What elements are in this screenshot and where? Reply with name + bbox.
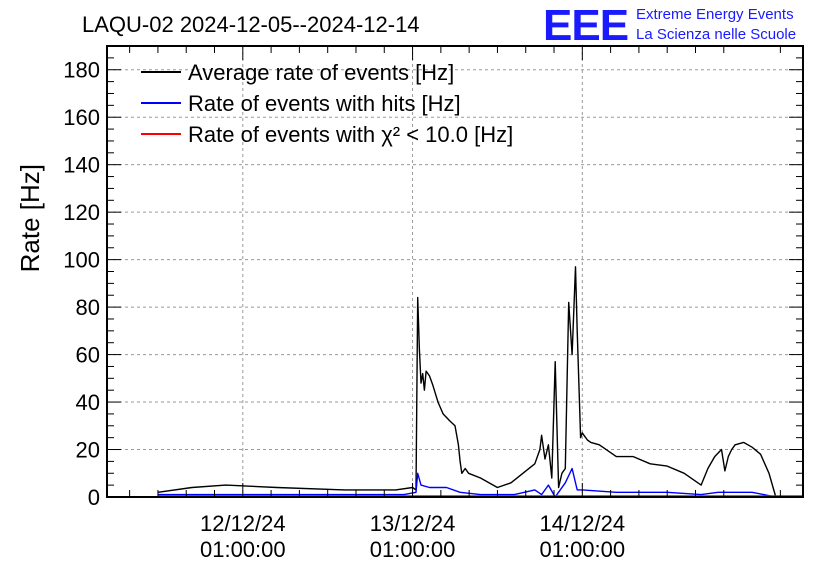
y-tick-label: 80 <box>76 295 100 320</box>
y-tick-label: 160 <box>63 105 100 130</box>
legend-label-1: Average rate of events [Hz] <box>188 60 454 85</box>
series-line-2 <box>157 467 776 498</box>
x-tick-label-date: 13/12/24 <box>370 511 456 536</box>
y-ticks: 0 20 40 60 80 100 120 140 160 180 <box>63 57 803 510</box>
legend: Average rate of events [Hz] Rate of event… <box>141 60 513 147</box>
legend-label-2: Rate of events with hits [Hz] <box>188 91 461 116</box>
y-tick-label: 40 <box>76 390 100 415</box>
y-tick-label: 100 <box>63 248 100 273</box>
series-group <box>157 266 803 498</box>
x-tick-label-time: 01:00:00 <box>200 537 286 562</box>
eee-logo-mark: EEE <box>543 1 628 50</box>
grid <box>107 46 803 497</box>
x-tick-label-date: 14/12/24 <box>539 511 625 536</box>
x-tick-label-time: 01:00:00 <box>370 537 456 562</box>
chart-title: LAQU-02 2024-12-05--2024-12-14 <box>82 12 420 37</box>
y-tick-label: 60 <box>76 343 100 368</box>
legend-label-3: Rate of events with χ² < 10.0 [Hz] <box>188 122 513 147</box>
y-tick-label: 20 <box>76 438 100 463</box>
y-tick-label: 0 <box>88 485 100 510</box>
y-tick-label: 180 <box>63 58 100 83</box>
y-axis-title: Rate [Hz] <box>15 164 45 272</box>
y-tick-label: 120 <box>63 200 100 225</box>
logo-line-2: La Scienza nelle Scuole <box>636 26 796 43</box>
series-line-1 <box>157 266 777 498</box>
logo-line-1: Extreme Energy Events <box>636 6 794 23</box>
y-tick-label: 140 <box>63 153 100 178</box>
x-tick-label-date: 12/12/24 <box>200 511 286 536</box>
x-ticks: 12/12/2401:00:0013/12/2401:00:0014/12/24… <box>129 46 781 562</box>
x-tick-label-time: 01:00:00 <box>539 537 625 562</box>
